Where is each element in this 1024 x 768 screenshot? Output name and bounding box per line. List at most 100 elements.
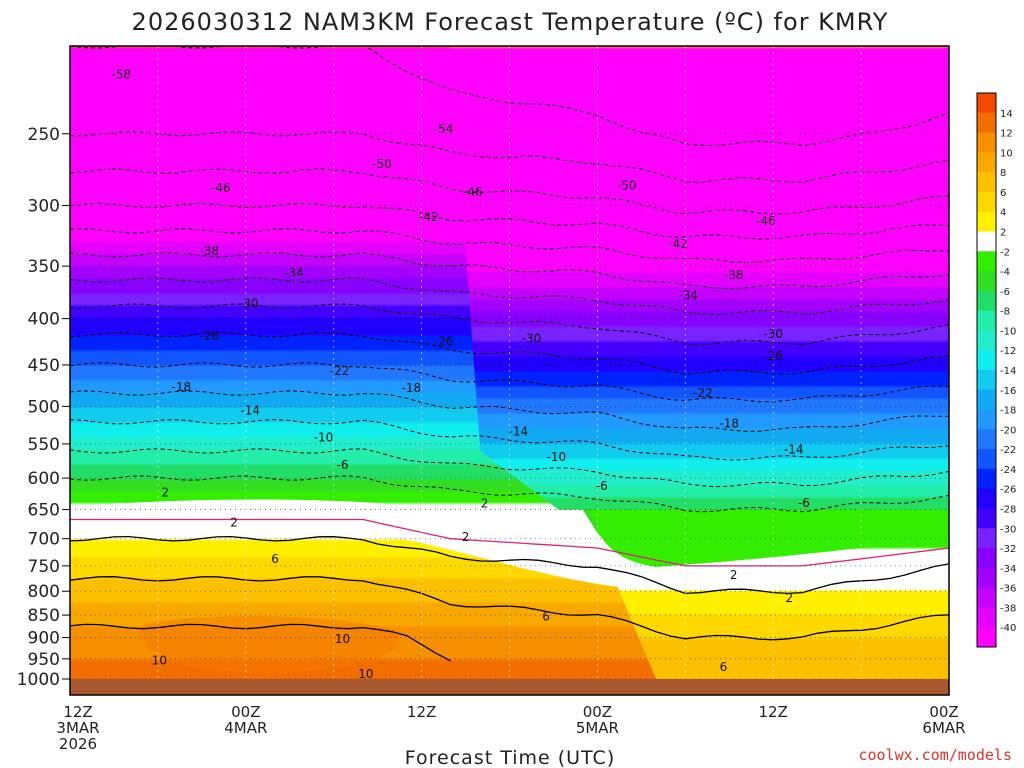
x-axis: 12Z 3MAR 2026 00Z 4MAR 12Z 00Z 5MAR 12Z 00Z 6MAR xyxy=(56,703,965,753)
svg-text:-42: -42 xyxy=(668,237,688,251)
colorbar-band xyxy=(977,191,996,213)
svg-text:6: 6 xyxy=(720,660,728,674)
svg-text:-26: -26 xyxy=(763,349,783,363)
colorbar-tick-label: -26 xyxy=(1000,485,1016,496)
contour-label: -6 xyxy=(337,458,349,472)
contour-label: -46 xyxy=(211,181,231,195)
svg-text:-50: -50 xyxy=(617,178,637,192)
svg-text:-42: -42 xyxy=(419,210,439,224)
svg-text:6: 6 xyxy=(542,609,550,623)
contour-label: 2 xyxy=(730,568,738,582)
colorbar-band xyxy=(977,231,996,252)
plot-frame xyxy=(69,45,950,696)
x-tick-label: 12Z xyxy=(759,703,788,721)
contour-label: -42 xyxy=(419,210,439,224)
colorbar-band xyxy=(977,330,996,351)
y-tick-label: 350 xyxy=(28,257,60,277)
y-tick-label: 900 xyxy=(28,629,60,649)
contour-label: -34 xyxy=(284,266,304,280)
colorbar-band xyxy=(977,290,996,312)
isotherm-6 xyxy=(70,576,949,641)
colorbar-tick-label: 6 xyxy=(1000,188,1006,199)
contour-labels: -58 -54 -50 -46 -46 -50 -42 -46 -42 -38 -34 -38 -34 -… xyxy=(111,67,809,680)
contour-label: -10 xyxy=(314,430,334,444)
svg-text:2: 2 xyxy=(462,530,470,544)
svg-text:2: 2 xyxy=(161,485,169,499)
svg-text:-22: -22 xyxy=(330,364,350,378)
y-tick-label: 750 xyxy=(28,557,60,577)
contour-label: -18 xyxy=(172,380,192,394)
colorbar-tick-label: -22 xyxy=(1000,445,1016,456)
y-tick-label: 950 xyxy=(28,650,60,670)
svg-text:10: 10 xyxy=(152,653,167,667)
colorbar-tick-label: -18 xyxy=(1000,406,1016,417)
colorbar-band xyxy=(977,389,996,411)
svg-text:-6: -6 xyxy=(596,479,608,493)
contour-label: -10 xyxy=(547,450,567,464)
y-tick-label: 400 xyxy=(28,310,60,330)
colorbar-band xyxy=(977,132,996,153)
svg-text:2: 2 xyxy=(481,496,489,510)
colorbar-band xyxy=(977,271,996,292)
contour-label: -38 xyxy=(724,268,744,282)
contour-label: 2 xyxy=(462,530,470,544)
contour-label: -14 xyxy=(240,403,260,417)
contour-label: -18 xyxy=(719,416,739,430)
svg-text:-34: -34 xyxy=(284,266,304,280)
isotherm--10 xyxy=(70,448,949,488)
y-tick-label: 550 xyxy=(28,435,60,455)
contour-label: -26 xyxy=(199,329,219,343)
ground-layer-bottom xyxy=(70,679,949,695)
contour-label: 10 xyxy=(152,653,167,667)
svg-text:6: 6 xyxy=(271,552,279,566)
svg-text:-26: -26 xyxy=(199,329,219,343)
svg-text:-18: -18 xyxy=(719,416,739,430)
contour-label: -22 xyxy=(330,364,350,378)
colorbar-frame xyxy=(976,92,997,648)
contour-label: -6 xyxy=(596,479,608,493)
contour-label: 2 xyxy=(785,591,793,605)
credit-link[interactable]: coolwx.com/models xyxy=(858,746,1012,764)
colorbar-tick-label: -4 xyxy=(1000,267,1010,278)
contour-label: 2 xyxy=(481,496,489,510)
svg-text:-54: -54 xyxy=(434,122,454,136)
x-tick-label: 00Z 4MAR xyxy=(224,703,267,737)
colorbar-tick-label: -2 xyxy=(1000,247,1010,258)
svg-text:-46: -46 xyxy=(211,181,231,195)
svg-text:-10: -10 xyxy=(547,450,567,464)
y-tick-label: 850 xyxy=(28,606,60,626)
colorbar-band xyxy=(977,370,996,391)
plot-area xyxy=(70,46,949,679)
colorbar-tick-label: 14 xyxy=(1000,109,1013,120)
colorbar-tick-label: -30 xyxy=(1000,524,1016,535)
svg-text:-6: -6 xyxy=(798,496,810,510)
colorbar-band xyxy=(977,93,996,114)
colorbar-tick-label: -16 xyxy=(1000,386,1016,397)
colorbar-band xyxy=(977,310,996,331)
svg-text:-38: -38 xyxy=(199,244,219,258)
contour-label: 10 xyxy=(335,632,350,646)
svg-text:-30: -30 xyxy=(239,297,259,311)
contour-label: 10 xyxy=(358,667,373,681)
x-tick-label: 00Z 5MAR xyxy=(576,703,619,737)
svg-text:-26: -26 xyxy=(434,335,454,349)
isotherm--18 xyxy=(70,390,949,432)
x-tick-label: 12Z xyxy=(407,703,436,721)
x-axis-title: Forecast Time (UTC) xyxy=(405,747,615,768)
contour-label: -14 xyxy=(784,443,804,457)
y-tick-label: 650 xyxy=(28,501,60,521)
x-tick-label: 12Z 3MAR 2026 xyxy=(56,703,99,753)
contour-label: -18 xyxy=(402,381,422,395)
y-tick-label: 600 xyxy=(28,469,60,489)
contour-label: -6 xyxy=(798,496,810,510)
contour-label: 2 xyxy=(230,516,238,530)
y-tick-label: 700 xyxy=(28,530,60,550)
contour-label: -46 xyxy=(463,185,483,199)
isotherm--22 xyxy=(70,362,949,403)
y-tick-label: 300 xyxy=(28,196,60,216)
svg-text:-58: -58 xyxy=(111,67,131,81)
colorbar-band xyxy=(977,251,996,272)
svg-text:-34: -34 xyxy=(678,288,698,302)
svg-text:-30: -30 xyxy=(763,327,783,341)
chart-title: 2026030312 NAM3KM Forecast Temperature (… xyxy=(132,8,889,36)
